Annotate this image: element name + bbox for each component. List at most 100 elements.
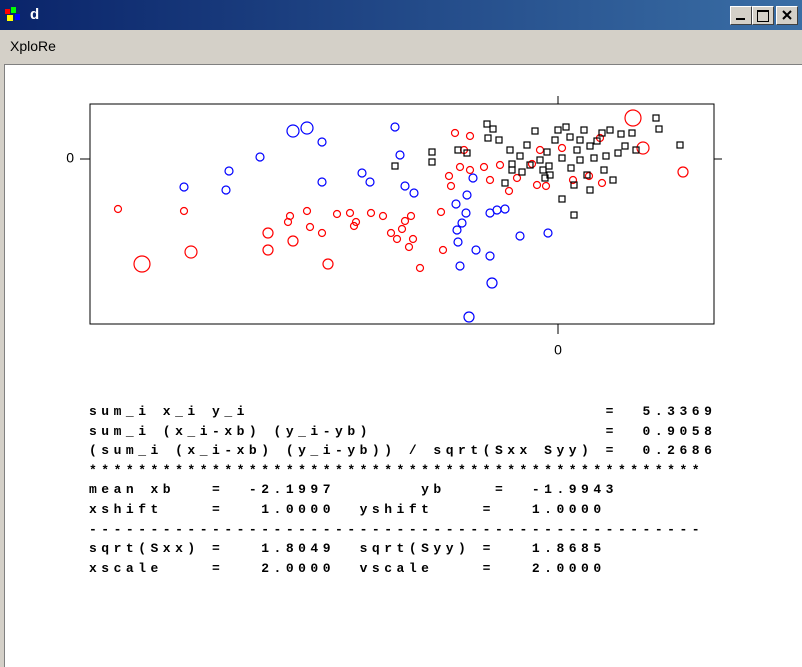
app-icon <box>5 7 20 21</box>
circle-point <box>500 204 510 214</box>
square-point <box>539 166 547 174</box>
circle-point <box>636 141 650 155</box>
circle-point <box>541 181 551 191</box>
circle-point <box>465 131 475 141</box>
circle-point <box>286 124 300 138</box>
square-point <box>428 158 436 166</box>
circle-point <box>451 199 461 209</box>
circle-point <box>400 181 410 191</box>
plot-frame <box>89 103 715 325</box>
circle-point <box>179 206 189 216</box>
square-point <box>508 166 516 174</box>
output-line: xscale = 2.0000 vscale = 2.0000 <box>89 560 606 576</box>
square-point <box>526 161 534 169</box>
square-point <box>593 137 601 145</box>
circle-point <box>133 255 151 273</box>
circle-point <box>357 168 367 178</box>
minimize-button[interactable] <box>730 6 752 25</box>
circle-point <box>677 166 689 178</box>
circle-point <box>317 137 327 147</box>
circle-point <box>485 251 495 261</box>
circle-point <box>471 245 481 255</box>
circle-point <box>386 228 396 238</box>
square-point <box>655 125 663 133</box>
square-point <box>501 179 509 187</box>
circle-point <box>345 208 355 218</box>
square-point <box>570 211 578 219</box>
circle-point <box>400 216 410 226</box>
circle-point <box>455 162 465 172</box>
circle-point <box>332 209 342 219</box>
circle-point <box>408 234 418 244</box>
circle-point <box>415 263 425 273</box>
output-line: sqrt(Sxx) = 1.8049 sqrt(Syy) = 1.8685 <box>89 541 606 557</box>
circle-point <box>351 217 361 227</box>
output-line: sum_i (x_i-xb) (y_i-yb) = 0.9058 <box>89 423 717 439</box>
menu-bar: XploRe <box>0 30 802 62</box>
circle-point <box>224 166 234 176</box>
square-point <box>551 136 559 144</box>
square-point <box>598 129 606 137</box>
output-line: mean xb = -2.1997 yb = -1.9943 <box>89 482 618 498</box>
circle-point <box>515 231 525 241</box>
output-line: ----------------------------------------… <box>89 521 705 537</box>
circle-point <box>468 173 478 183</box>
circle-point <box>366 208 376 218</box>
square-point <box>586 186 594 194</box>
square-point <box>566 133 574 141</box>
circle-point <box>302 206 312 216</box>
circle-point <box>305 222 315 232</box>
circle-point <box>395 150 405 160</box>
circle-point <box>438 245 448 255</box>
circle-point <box>512 173 522 183</box>
square-point <box>580 126 588 134</box>
circle-point <box>378 211 388 221</box>
square-point <box>495 136 503 144</box>
circle-point <box>624 109 642 127</box>
square-point <box>543 148 551 156</box>
circle-point <box>179 182 189 192</box>
circle-point <box>287 235 299 247</box>
output-text: sum_i x_i y_i = 5.3369 sum_i (x_i-xb) (y_… <box>89 402 716 578</box>
square-point <box>508 160 516 168</box>
circle-point <box>322 258 334 270</box>
circle-point <box>450 128 460 138</box>
close-button[interactable] <box>776 6 798 25</box>
circle-point <box>317 177 327 187</box>
circle-point <box>455 261 465 271</box>
square-point <box>554 126 562 134</box>
circle-point <box>300 121 314 135</box>
square-point <box>583 171 591 179</box>
output-line: (sum_i (x_i-xb) (y_i-yb)) / sqrt(Sxx Syy… <box>89 443 717 459</box>
circle-point <box>463 311 475 323</box>
circle-point <box>221 185 231 195</box>
circle-point <box>568 175 578 185</box>
circle-point <box>349 221 359 231</box>
circle-point <box>492 205 502 215</box>
scatter-plot: 00 <box>66 96 722 358</box>
circle-point <box>597 178 607 188</box>
square-point <box>506 146 514 154</box>
circle-point <box>457 218 467 228</box>
circle-point <box>485 175 495 185</box>
window-title: d <box>30 6 40 23</box>
circle-point <box>113 204 123 214</box>
circle-point <box>406 211 416 221</box>
circle-point <box>461 208 471 218</box>
circle-point <box>390 122 400 132</box>
circle-point <box>262 244 274 256</box>
circle-point <box>543 228 553 238</box>
circle-point <box>392 234 402 244</box>
circle-point <box>495 160 505 170</box>
y-tick-label: 0 <box>66 150 74 166</box>
maximize-button[interactable] <box>752 6 774 25</box>
square-point <box>573 146 581 154</box>
square-point <box>567 164 575 172</box>
circle-point <box>535 145 545 155</box>
square-point <box>484 134 492 142</box>
circle-point <box>317 228 327 238</box>
square-point <box>590 154 598 162</box>
output-line: sum_i x_i y_i = 5.3369 <box>89 404 717 419</box>
menu-item[interactable]: XploRe <box>10 38 56 54</box>
